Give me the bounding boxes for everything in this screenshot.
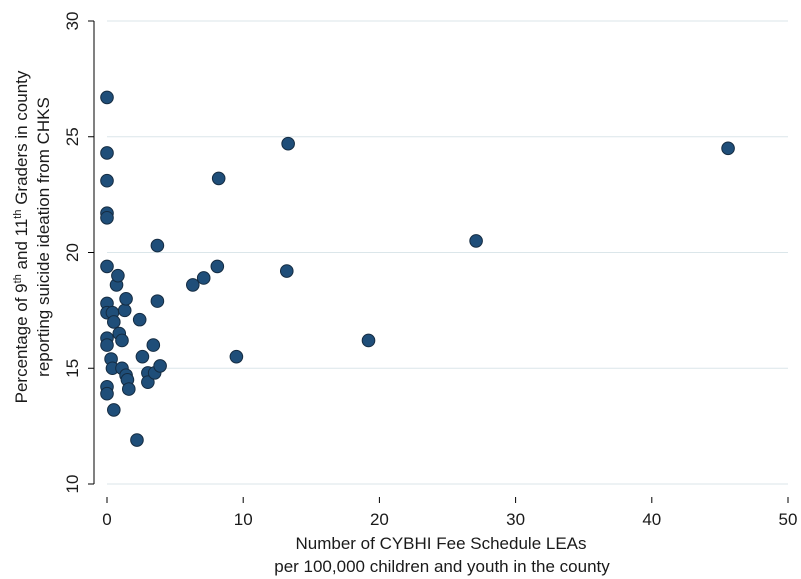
- x-tick-label-40: 40: [642, 510, 661, 529]
- x-tick-label-30: 30: [506, 510, 525, 529]
- y-tick-label-15: 15: [63, 359, 82, 378]
- data-point-35: [150, 294, 165, 308]
- data-point-20: [115, 333, 129, 348]
- data-point-46: [721, 141, 735, 156]
- data-point-37: [186, 278, 200, 292]
- data-point-36: [153, 359, 167, 373]
- data-point-29: [135, 349, 150, 364]
- x-tick-label-50: 50: [779, 510, 798, 529]
- data-point-9: [100, 338, 114, 352]
- axis-ticks: 10 15 20 25 30 0 10 20 30 40 50: [63, 12, 797, 529]
- data-point-4: [100, 210, 114, 225]
- data-point-44: [361, 333, 376, 348]
- data-point-0: [100, 90, 114, 105]
- y-axis-title-segment-3: th: [12, 210, 24, 219]
- data-point-23: [119, 292, 133, 306]
- y-tick-label-10: 10: [63, 475, 82, 494]
- data-point-41: [229, 349, 244, 364]
- data-point-16: [107, 403, 121, 417]
- y-axis-title-segment-2: and 11: [12, 219, 31, 274]
- x-axis-title-line-2: per 100,000 children and youth in the co…: [274, 557, 610, 576]
- data-point-39: [210, 259, 225, 274]
- data-point-2: [100, 173, 114, 188]
- x-tick-label-0: 0: [102, 510, 111, 529]
- data-point-45: [469, 234, 483, 248]
- data-point-31: [141, 375, 155, 389]
- y-axis-title-segment-1: th: [12, 274, 24, 283]
- y-tick-label-20: 20: [63, 243, 82, 262]
- data-point-5: [100, 259, 114, 274]
- x-axis-title-line-1: Number of CYBHI Fee Schedule LEAs: [295, 534, 586, 553]
- data-point-27: [130, 433, 144, 447]
- grid-lines: [107, 20, 788, 485]
- data-point-40: [211, 171, 226, 186]
- x-tick-label-10: 10: [234, 510, 253, 529]
- y-axis-title-segment-0: Percentage of 9: [12, 283, 31, 403]
- y-axis-title-segment-4: Graders in county: [12, 70, 31, 209]
- y-tick-label-30: 30: [63, 12, 82, 31]
- data-point-11: [100, 386, 114, 401]
- data-point-42: [279, 264, 294, 278]
- data-point-1: [100, 146, 114, 160]
- data-point-26: [121, 382, 136, 396]
- data-point-22: [117, 303, 132, 318]
- y-axis-title: Percentage of 9th and 11th Graders in co…: [12, 70, 53, 403]
- data-point-28: [132, 312, 147, 327]
- data-point-34: [150, 238, 165, 253]
- y-axis-title-line-1: Percentage of 9th and 11th Graders in co…: [12, 70, 31, 403]
- data-point-32: [146, 338, 161, 352]
- y-tick-label-25: 25: [63, 127, 82, 146]
- x-tick-label-20: 20: [370, 510, 389, 529]
- data-points: [100, 90, 735, 447]
- data-point-15: [107, 315, 121, 329]
- data-point-38: [196, 271, 211, 285]
- y-axis-title-line-2: reporting suicide ideation from CHKS: [34, 97, 53, 377]
- data-point-18: [111, 268, 125, 283]
- data-point-43: [281, 136, 295, 151]
